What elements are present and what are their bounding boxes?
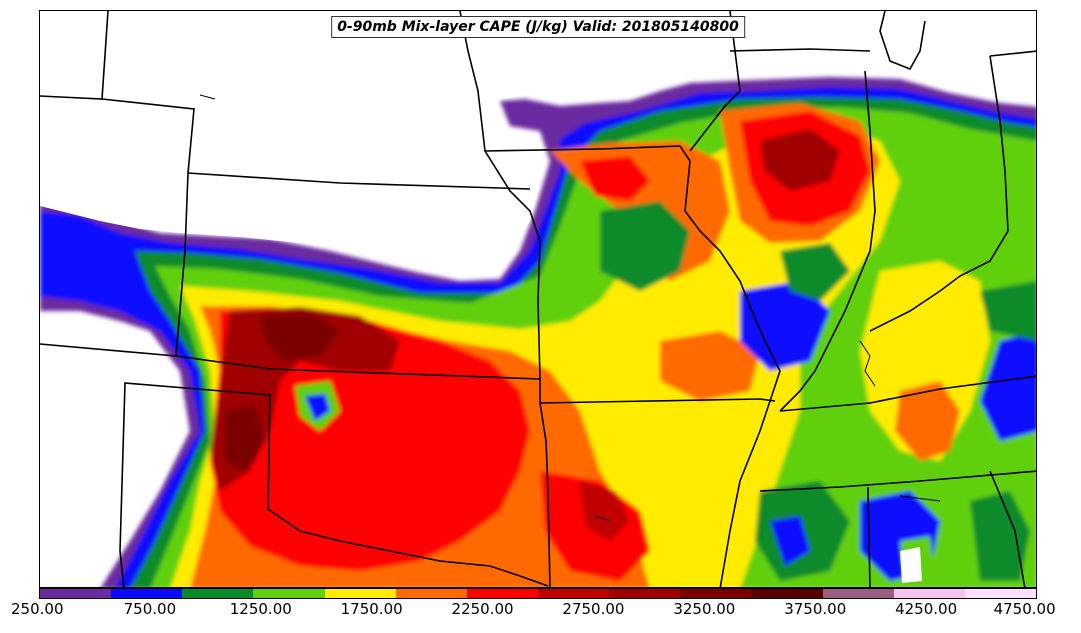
colorbar-tick-label: 3750.00 (784, 600, 847, 618)
colorbar-swatch-3 (253, 589, 325, 598)
colorbar-swatch-1 (111, 589, 183, 598)
colorbar-swatch-2 (182, 589, 254, 598)
colorbar-swatch-5 (395, 589, 467, 598)
colorbar-tick-labels: 250.00 750.00 1250.00 1750.00 2250.00 2750.00… (0, 600, 1081, 624)
cape-colorbar (39, 588, 1037, 599)
colorbar-tick-label: 1750.00 (340, 600, 403, 618)
cape-contours (40, 77, 1036, 587)
state-borders (40, 11, 1036, 587)
colorbar-swatch-4 (324, 589, 396, 598)
colorbar-tick-label: 3250.00 (673, 600, 736, 618)
colorbar-swatch-0 (40, 589, 112, 598)
colorbar-tick-label: 4750.00 (993, 600, 1056, 618)
colorbar-swatch-8 (609, 589, 681, 598)
colorbar-tick-label: 1250.00 (229, 600, 292, 618)
hydro-lines (199, 94, 941, 522)
colorbar-swatch-11 (822, 589, 894, 598)
cape-contour-map (40, 11, 1036, 587)
cape-map: 0-90mb Mix-layer CAPE (J/kg) Valid: 2018… (39, 10, 1037, 588)
colorbar-tick-label: 4250.00 (895, 600, 958, 618)
colorbar-swatch-10 (751, 589, 823, 598)
no-data-areas (40, 11, 1036, 583)
colorbar-swatch-12 (893, 589, 965, 598)
colorbar-swatch-9 (680, 589, 752, 598)
colorbar-tick-label: 2750.00 (562, 600, 625, 618)
colorbar-swatch-13 (964, 589, 1036, 598)
colorbar-tick-label: 2250.00 (451, 600, 514, 618)
colorbar-swatch-7 (537, 589, 610, 598)
colorbar-swatch-6 (466, 589, 538, 598)
colorbar-tick-label: 250.00 (11, 600, 64, 618)
colorbar-tick-label: 750.00 (123, 600, 177, 618)
map-title: 0-90mb Mix-layer CAPE (J/kg) Valid: 2018… (331, 16, 745, 38)
